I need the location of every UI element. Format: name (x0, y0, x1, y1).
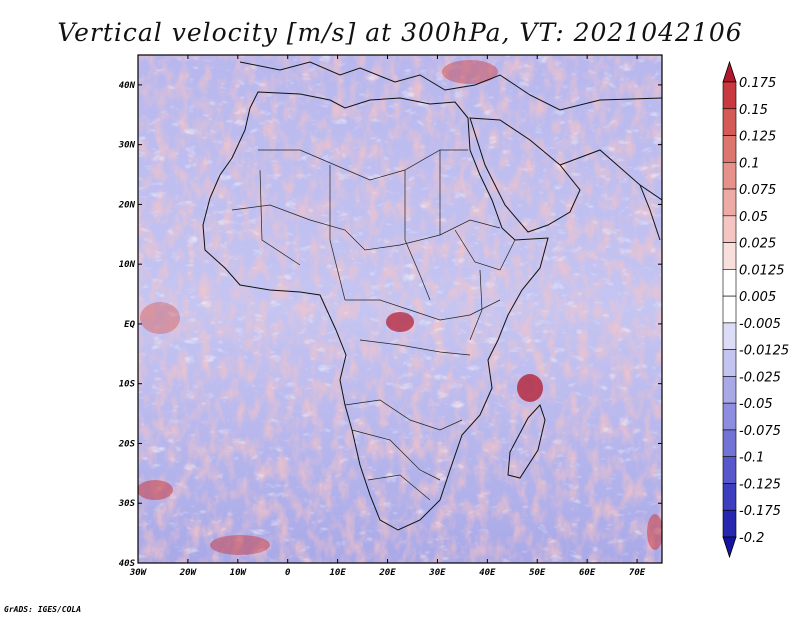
colorbar: 0.175 0.15 0.125 0.1 0.075 0.05 0.025 0.0125 0.0… (722, 60, 789, 559)
velocity-field (138, 55, 662, 563)
colorbar-swatch (722, 509, 737, 538)
lat-tick-label: 20N (118, 200, 136, 210)
colorbar-label: 0.05 (739, 210, 768, 225)
colorbar-swatch (722, 242, 737, 270)
arabia (469, 117, 581, 233)
colorbar-label: -0.125 (739, 477, 781, 492)
colorbar-label: -0.1 (739, 451, 764, 466)
colorbar-swatch (722, 161, 737, 190)
lat-tick-label: 10S (119, 380, 136, 390)
lon-tick-label: 20E (378, 568, 396, 578)
lon-tick-label: 60E (579, 568, 596, 578)
lat-tick-label: 10N (119, 260, 136, 270)
colorbar-swatch (722, 135, 737, 163)
lat-tick-label: 40S (119, 559, 136, 569)
colorbar-label: 0.175 (739, 76, 776, 91)
colorbar-label: -0.0125 (739, 344, 789, 359)
colorbar-swatch (722, 108, 737, 136)
lat-tick-label: 40N (119, 81, 136, 91)
colorbar-swatch (722, 322, 737, 350)
footer-credit: GrADS: IGES/COLA (4, 605, 81, 614)
colorbar-label: 0.15 (739, 103, 768, 118)
colorbar-label: 0.025 (739, 237, 776, 252)
lat-tick-label: 20S (118, 439, 136, 449)
colorbar-swatch (722, 456, 737, 484)
colorbar-swatch (722, 81, 737, 110)
colorbar-swatch (722, 483, 737, 511)
colorbar-label: 0.1 (739, 156, 760, 171)
colorbar-swatch (722, 295, 737, 324)
map-title: Vertical velocity [m/s] at 300hPa, VT: 2… (57, 18, 742, 47)
colorbar-label: -0.05 (739, 397, 773, 412)
colorbar-label: 0.125 (739, 130, 776, 145)
latitude-axis: 40N 30N 20N 10N EQ 10S 20S 30S 40S (118, 81, 662, 569)
colorbar-label: -0.075 (739, 424, 781, 439)
lon-tick-label: 50E (529, 568, 546, 578)
lon-tick-label: 10E (329, 568, 346, 578)
lat-tick-label: 30N (118, 141, 136, 151)
lon-tick-label: 40E (479, 568, 496, 578)
longitude-axis: 30W 20W 10W 0 10E 20E 30E 40E 50E 60E 70E (129, 55, 646, 578)
persian-gulf-coast (559, 149, 662, 201)
lon-tick-label: 20W (179, 568, 198, 578)
lon-tick-label: 0 (285, 568, 291, 578)
colorbar-label: -0.2 (739, 531, 764, 546)
colorbar-label: -0.005 (739, 317, 781, 332)
lon-tick-label: 70E (629, 568, 646, 578)
lat-tick-label: EQ (124, 320, 135, 330)
colorbar-arrow-bottom (722, 536, 737, 559)
country-borders (231, 149, 516, 501)
colorbar-swatch (722, 215, 737, 243)
europe-coast (239, 61, 662, 111)
colorbar-swatch (722, 376, 737, 404)
india-coast (639, 184, 661, 241)
colorbar-label: -0.175 (739, 504, 781, 519)
colorbar-arrow-top (722, 60, 737, 83)
lon-tick-label: 30W (129, 568, 148, 578)
africa-coastline (202, 91, 549, 531)
colorbar-swatch (722, 188, 737, 217)
lon-tick-label: 10W (230, 568, 248, 578)
colorbar-label: 0.075 (739, 183, 776, 198)
madagascar (507, 404, 546, 479)
colorbar-label: 0.0125 (739, 263, 785, 278)
colorbar-swatch (722, 349, 737, 377)
colorbar-swatch (722, 402, 737, 431)
colorbar-swatch (722, 429, 737, 458)
lat-tick-label: 30S (118, 499, 136, 509)
colorbar-label: 0.005 (739, 290, 776, 305)
colorbar-swatch (722, 269, 737, 297)
colorbar-label: -0.025 (739, 370, 781, 385)
lon-tick-label: 30E (428, 568, 446, 578)
plot-frame (137, 54, 663, 564)
coastline-outlines (202, 61, 662, 531)
